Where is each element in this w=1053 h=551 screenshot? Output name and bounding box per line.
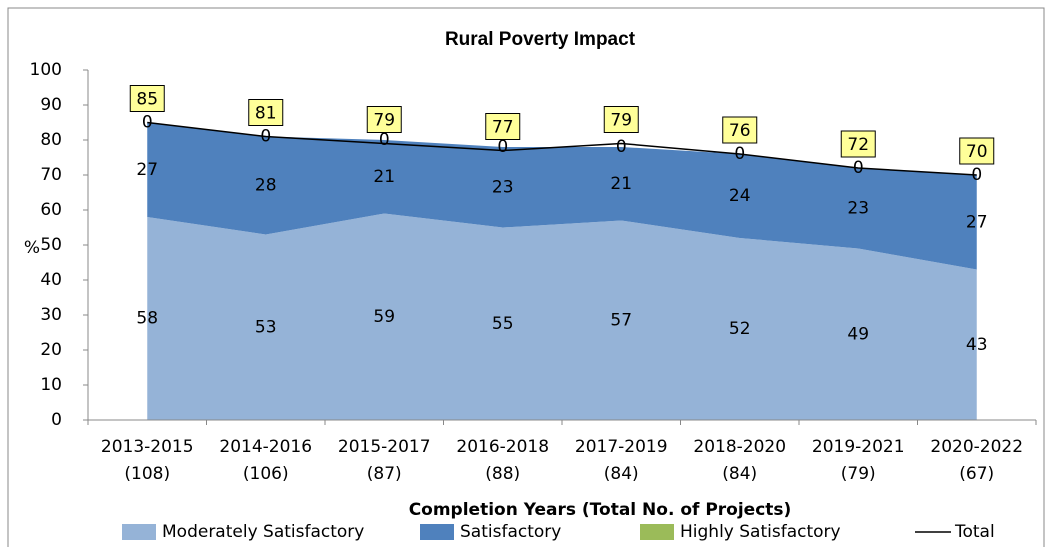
data-label: 55 [492,314,514,334]
data-label: 23 [492,177,514,197]
value-label-box [840,130,876,158]
x-axis-label: Completion Years (Total No. of Projects) [409,500,792,520]
line [147,121,977,176]
x-tick-label: 2017-2019 [575,437,668,457]
data-label: 21 [610,174,632,194]
x-tick-label: (88) [485,464,520,484]
x-tick-label: 2020-2022 [930,437,1023,457]
value-label: 77 [492,118,514,138]
data-label: 52 [729,319,751,339]
data-label: 57 [610,310,632,330]
data-label: 0 [971,165,982,185]
x-tick-label: 2013-2015 [101,437,194,457]
value-label: 70 [966,142,988,162]
x-tick-label: (84) [604,464,639,484]
y-tick-label: 80 [40,130,62,150]
y-tick-label: 40 [40,270,62,290]
data-label: 0 [616,137,627,157]
y-tick-label: 60 [40,200,62,220]
legend-label: Moderately Satisfactory [162,522,364,542]
y-tick-label: 100 [30,60,62,80]
x-tick-label: (67) [959,464,994,484]
y-tick-label: 30 [40,305,62,325]
value-label-box [603,106,639,133]
x-tick-label: (106) [243,464,289,484]
value-label: 79 [610,111,632,131]
data-label: 59 [373,307,395,327]
data-label: 28 [255,176,277,196]
x-tick-label: 2019-2021 [812,437,905,457]
area [147,213,977,420]
value-label-box [722,116,758,144]
value-label-box [485,113,521,140]
y-tick-label: 70 [40,165,62,185]
data-label: 23 [847,198,869,218]
y-axis-label: % [24,238,40,258]
y-tick-label: 90 [40,95,62,115]
x-tick-label: 2016-2018 [456,437,549,457]
area [147,122,977,270]
data-label: 24 [729,186,751,206]
data-label: 27 [136,160,158,180]
value-label: 79 [373,111,395,131]
data-label: 58 [136,309,158,329]
legend-label: Highly Satisfactory [680,522,841,542]
x-tick-label: (108) [124,464,170,484]
x-tick-label: (79) [841,464,876,484]
data-label: 27 [966,212,988,232]
y-tick-label: 10 [40,375,62,395]
x-tick-label: 2014-2016 [219,437,312,457]
y-tick-label: 50 [40,235,62,255]
legend-swatch [640,524,674,540]
legend-label: Satisfactory [460,522,561,542]
value-label: 81 [255,104,277,124]
data-label: 0 [260,127,271,147]
value-label-box [366,106,402,133]
value-label: 72 [847,135,869,155]
data-label: 0 [379,130,390,150]
data-label: 21 [373,167,395,187]
data-label: 43 [966,335,988,355]
legend-swatch [122,524,156,540]
x-tick-label: (84) [722,464,757,484]
data-label: 0 [142,113,153,133]
x-tick-label: 2018-2020 [693,437,786,457]
x-tick-label: 2015-2017 [338,437,431,457]
legend-swatch [420,524,454,540]
x-tick-label: (87) [367,464,402,484]
chart-title: Rural Poverty Impact [445,29,636,50]
value-label-box [959,137,995,165]
value-label: 76 [729,121,751,141]
data-label: 53 [255,317,277,337]
data-label: 0 [853,158,864,178]
y-tick-label: 0 [51,410,62,430]
value-label-box [248,99,284,126]
value-label: 85 [136,90,158,110]
legend-label: Total [954,522,995,542]
y-tick-label: 20 [40,340,62,360]
value-label-box [129,85,165,112]
data-label: 49 [847,324,869,344]
data-label: 0 [734,144,745,164]
data-label: 0 [497,137,508,157]
